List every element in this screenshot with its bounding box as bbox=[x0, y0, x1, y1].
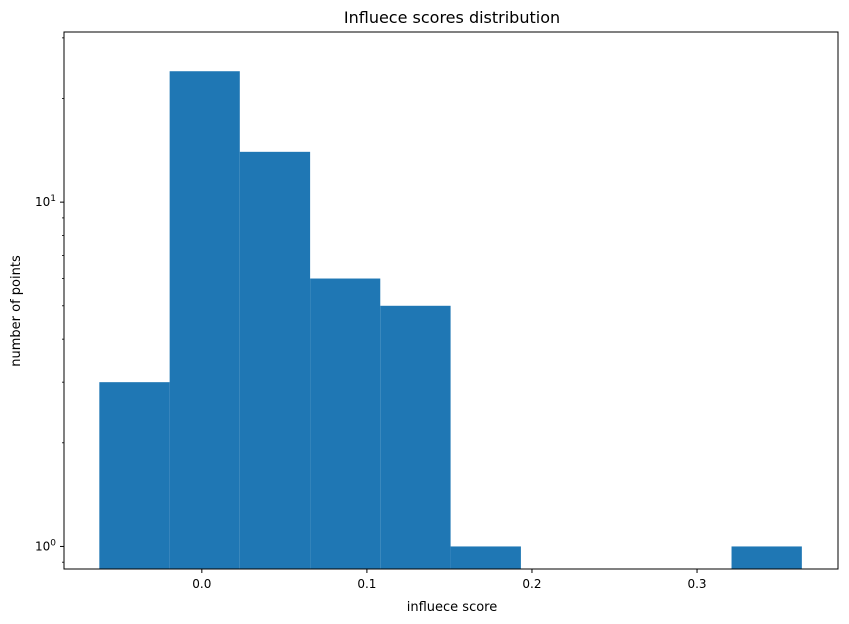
histogram-bar-4 bbox=[380, 305, 451, 569]
histogram-bar-5 bbox=[450, 546, 521, 569]
x-tick-label-2: 0.2 bbox=[522, 577, 541, 591]
x-tick-label-0: 0.0 bbox=[192, 577, 211, 591]
histogram-bar-0 bbox=[99, 382, 170, 569]
histogram-bar-9 bbox=[731, 546, 802, 569]
histogram-bar-3 bbox=[310, 278, 381, 569]
y-axis: 100 101 bbox=[35, 37, 64, 563]
histogram-bar-2 bbox=[239, 151, 311, 569]
x-tick-label-1: 0.1 bbox=[357, 577, 376, 591]
plot-frame bbox=[63, 31, 839, 570]
x-axis-label: influece score bbox=[407, 600, 498, 615]
y-tick-label-1: 101 bbox=[35, 194, 56, 209]
y-axis-label: number of points bbox=[9, 255, 24, 367]
chart-title: Influece scores distribution bbox=[344, 8, 560, 27]
y-tick-label-0: 100 bbox=[35, 538, 56, 553]
bars-group bbox=[99, 71, 802, 570]
histogram-bar-1 bbox=[169, 71, 240, 570]
x-axis: 0.0 0.1 0.2 0.3 bbox=[192, 569, 707, 591]
x-tick-label-3: 0.3 bbox=[687, 577, 706, 591]
